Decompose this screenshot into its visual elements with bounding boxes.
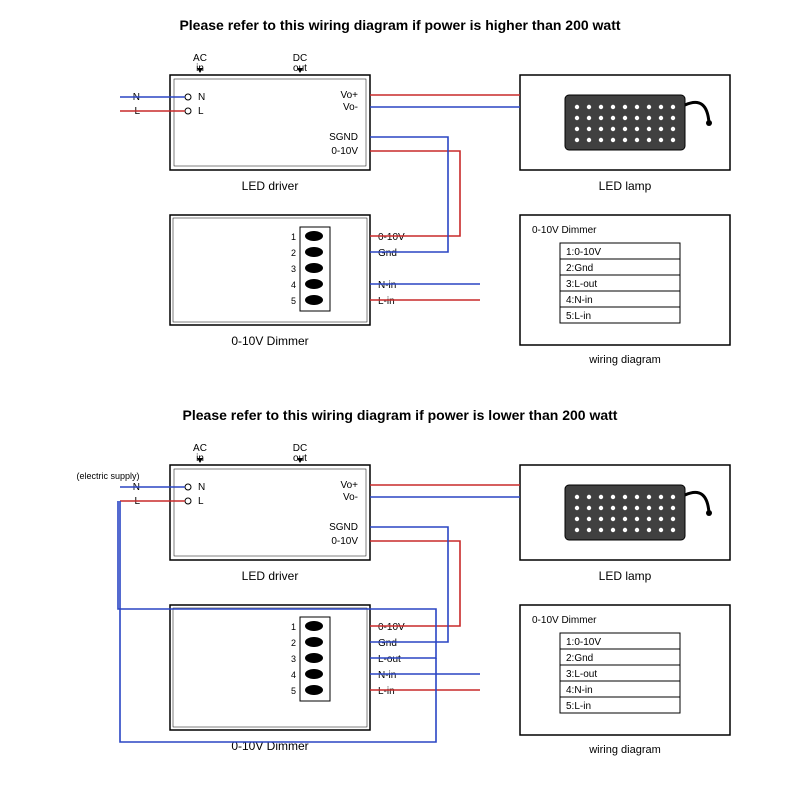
svg-text:5: 5 — [291, 296, 296, 306]
svg-text:4:N-in: 4:N-in — [566, 685, 593, 696]
svg-text:Vo+: Vo+ — [340, 480, 358, 491]
svg-text:0-10V: 0-10V — [331, 536, 358, 547]
svg-text:Gnd: Gnd — [378, 638, 397, 649]
svg-text:(electric supply): (electric supply) — [76, 471, 139, 481]
svg-text:1: 1 — [291, 622, 296, 632]
svg-text:3:L-out: 3:L-out — [566, 279, 597, 290]
svg-text:LED driver: LED driver — [242, 179, 299, 193]
svg-text:N-in: N-in — [378, 670, 396, 681]
svg-text:L: L — [198, 496, 204, 507]
svg-text:0-10V: 0-10V — [331, 146, 358, 157]
svg-text:LED driver: LED driver — [242, 569, 299, 583]
svg-text:4: 4 — [291, 670, 296, 680]
svg-text:5:L-in: 5:L-in — [566, 701, 591, 712]
svg-text:LED lamp: LED lamp — [599, 179, 652, 193]
svg-text:5: 5 — [291, 686, 296, 696]
svg-text:2:Gnd: 2:Gnd — [566, 653, 593, 664]
svg-text:wiring diagram: wiring diagram — [588, 744, 661, 756]
svg-text:4:N-in: 4:N-in — [566, 295, 593, 306]
svg-text:2: 2 — [291, 248, 296, 258]
svg-text:Please refer to this wiring di: Please refer to this wiring diagram if p… — [183, 407, 618, 423]
svg-text:L-in: L-in — [378, 686, 395, 697]
svg-text:L: L — [198, 106, 204, 117]
svg-text:3: 3 — [291, 654, 296, 664]
svg-text:L-out: L-out — [378, 654, 401, 665]
svg-text:SGND: SGND — [329, 522, 358, 533]
wiring-diagrams: Please refer to this wiring diagram if p… — [0, 0, 800, 800]
svg-text:N: N — [198, 92, 205, 103]
svg-text:Vo-: Vo- — [343, 102, 358, 113]
svg-text:0-10V Dimmer: 0-10V Dimmer — [231, 739, 308, 753]
svg-text:L-in: L-in — [378, 296, 395, 307]
svg-text:0-10V Dimmer: 0-10V Dimmer — [231, 334, 308, 348]
svg-text:Gnd: Gnd — [378, 248, 397, 259]
svg-text:1:0-10V: 1:0-10V — [566, 247, 601, 258]
svg-text:N-in: N-in — [378, 280, 396, 291]
svg-text:0-10V Dimmer: 0-10V Dimmer — [532, 615, 597, 626]
svg-text:0-10V Dimmer: 0-10V Dimmer — [532, 225, 597, 236]
svg-text:LED lamp: LED lamp — [599, 569, 652, 583]
svg-text:Please refer to this wiring di: Please refer to this wiring diagram if p… — [179, 17, 620, 33]
svg-text:SGND: SGND — [329, 132, 358, 143]
svg-text:1: 1 — [291, 232, 296, 242]
svg-text:wiring diagram: wiring diagram — [588, 354, 661, 366]
svg-text:3:L-out: 3:L-out — [566, 669, 597, 680]
svg-text:N: N — [198, 482, 205, 493]
svg-text:5:L-in: 5:L-in — [566, 311, 591, 322]
svg-text:2: 2 — [291, 638, 296, 648]
svg-text:0-10V: 0-10V — [378, 232, 405, 243]
svg-text:Vo+: Vo+ — [340, 90, 358, 101]
svg-text:0-10V: 0-10V — [378, 622, 405, 633]
svg-text:1:0-10V: 1:0-10V — [566, 637, 601, 648]
svg-text:2:Gnd: 2:Gnd — [566, 263, 593, 274]
svg-text:3: 3 — [291, 264, 296, 274]
svg-text:Vo-: Vo- — [343, 492, 358, 503]
svg-text:4: 4 — [291, 280, 296, 290]
